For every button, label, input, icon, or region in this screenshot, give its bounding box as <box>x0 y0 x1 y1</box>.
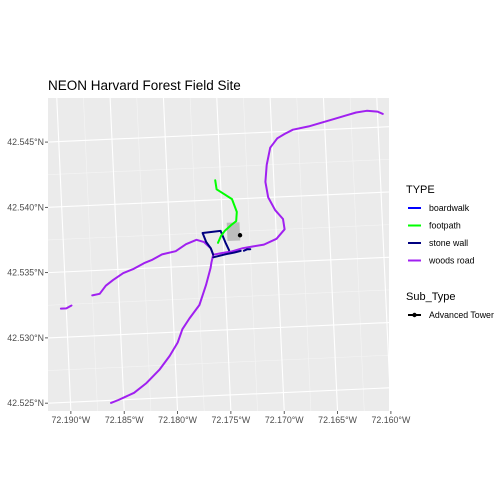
legend-label-footpath: footpath <box>429 221 461 231</box>
x-tick-label: 72.175°W <box>212 415 251 425</box>
grid-major-line <box>48 321 389 339</box>
tower-point <box>237 233 243 238</box>
series-line-footpath <box>214 179 238 244</box>
grid-minor-line <box>136 98 152 411</box>
grid-minor-line <box>189 98 205 411</box>
x-tick-label: 72.160°W <box>372 415 411 425</box>
grid-minor-line <box>48 159 389 176</box>
legend-subtype: Sub_Type Advanced Tower <box>406 291 494 324</box>
lines-layer <box>59 109 384 404</box>
y-axis: 42.525°N 42.530°N 42.535°N 42.540°N 42.545°N <box>7 137 48 408</box>
y-tick-label: 42.545°N <box>7 137 44 147</box>
grid-minor-line <box>48 224 389 241</box>
series-line-stone-wall <box>212 249 242 259</box>
y-tick-label: 42.540°N <box>7 202 44 212</box>
grid-major-line <box>322 98 339 411</box>
grid-minor-line <box>296 98 312 411</box>
grid-major-line <box>162 98 179 411</box>
grid-major-line <box>376 98 389 382</box>
legend-subtype-title: Sub_Type <box>406 291 456 303</box>
y-tick-label: 42.535°N <box>7 268 44 278</box>
legend-label-advanced-tower: Advanced Tower <box>429 310 494 320</box>
grid-major-line <box>48 387 389 404</box>
legend-label-woods-road: woods road <box>428 256 475 266</box>
grid-major-line <box>48 256 389 274</box>
grid-major-line <box>109 98 125 411</box>
grid-major-line <box>269 98 285 411</box>
x-axis: 72.190°W 72.185°W 72.180°W 72.175°W 72.170°W… <box>52 411 411 425</box>
y-tick-label: 42.525°N <box>7 398 44 408</box>
legend-key-point <box>412 312 417 318</box>
x-tick-label: 72.185°W <box>105 415 144 425</box>
x-tick-label: 72.170°W <box>265 415 304 425</box>
grid-major-line <box>48 191 389 208</box>
legend-label-boardwalk: boardwalk <box>429 203 470 213</box>
y-tick-label: 42.530°N <box>7 333 44 343</box>
grid-minor-line <box>83 98 98 411</box>
grid-minor-line <box>48 354 389 371</box>
legend-label-stone-wall: stone wall <box>429 238 468 248</box>
grid-minor-line <box>48 289 389 306</box>
aoi-box <box>226 222 241 242</box>
series-line-woods-road <box>59 304 73 310</box>
legend-type: TYPE boardwalk footpath stone wall woods ro… <box>406 184 475 270</box>
chart-title: NEON Harvard Forest Field Site <box>48 78 241 93</box>
x-tick-label: 72.190°W <box>52 415 91 425</box>
series-line-woods-road <box>91 238 215 297</box>
legend-type-title: TYPE <box>406 184 435 196</box>
grid-major-line <box>56 98 72 411</box>
series-line-woods-road <box>110 109 384 404</box>
grid-major-line <box>48 126 389 143</box>
series-line-stone-wall <box>242 248 252 252</box>
x-tick-label: 72.180°W <box>158 415 197 425</box>
grid-minor-line <box>243 98 258 411</box>
point-layer <box>237 233 243 238</box>
grid-minor-line <box>349 98 365 411</box>
aoi-layer <box>226 222 241 242</box>
x-tick-label: 72.165°W <box>318 415 357 425</box>
series-line-stone-wall <box>201 229 230 256</box>
